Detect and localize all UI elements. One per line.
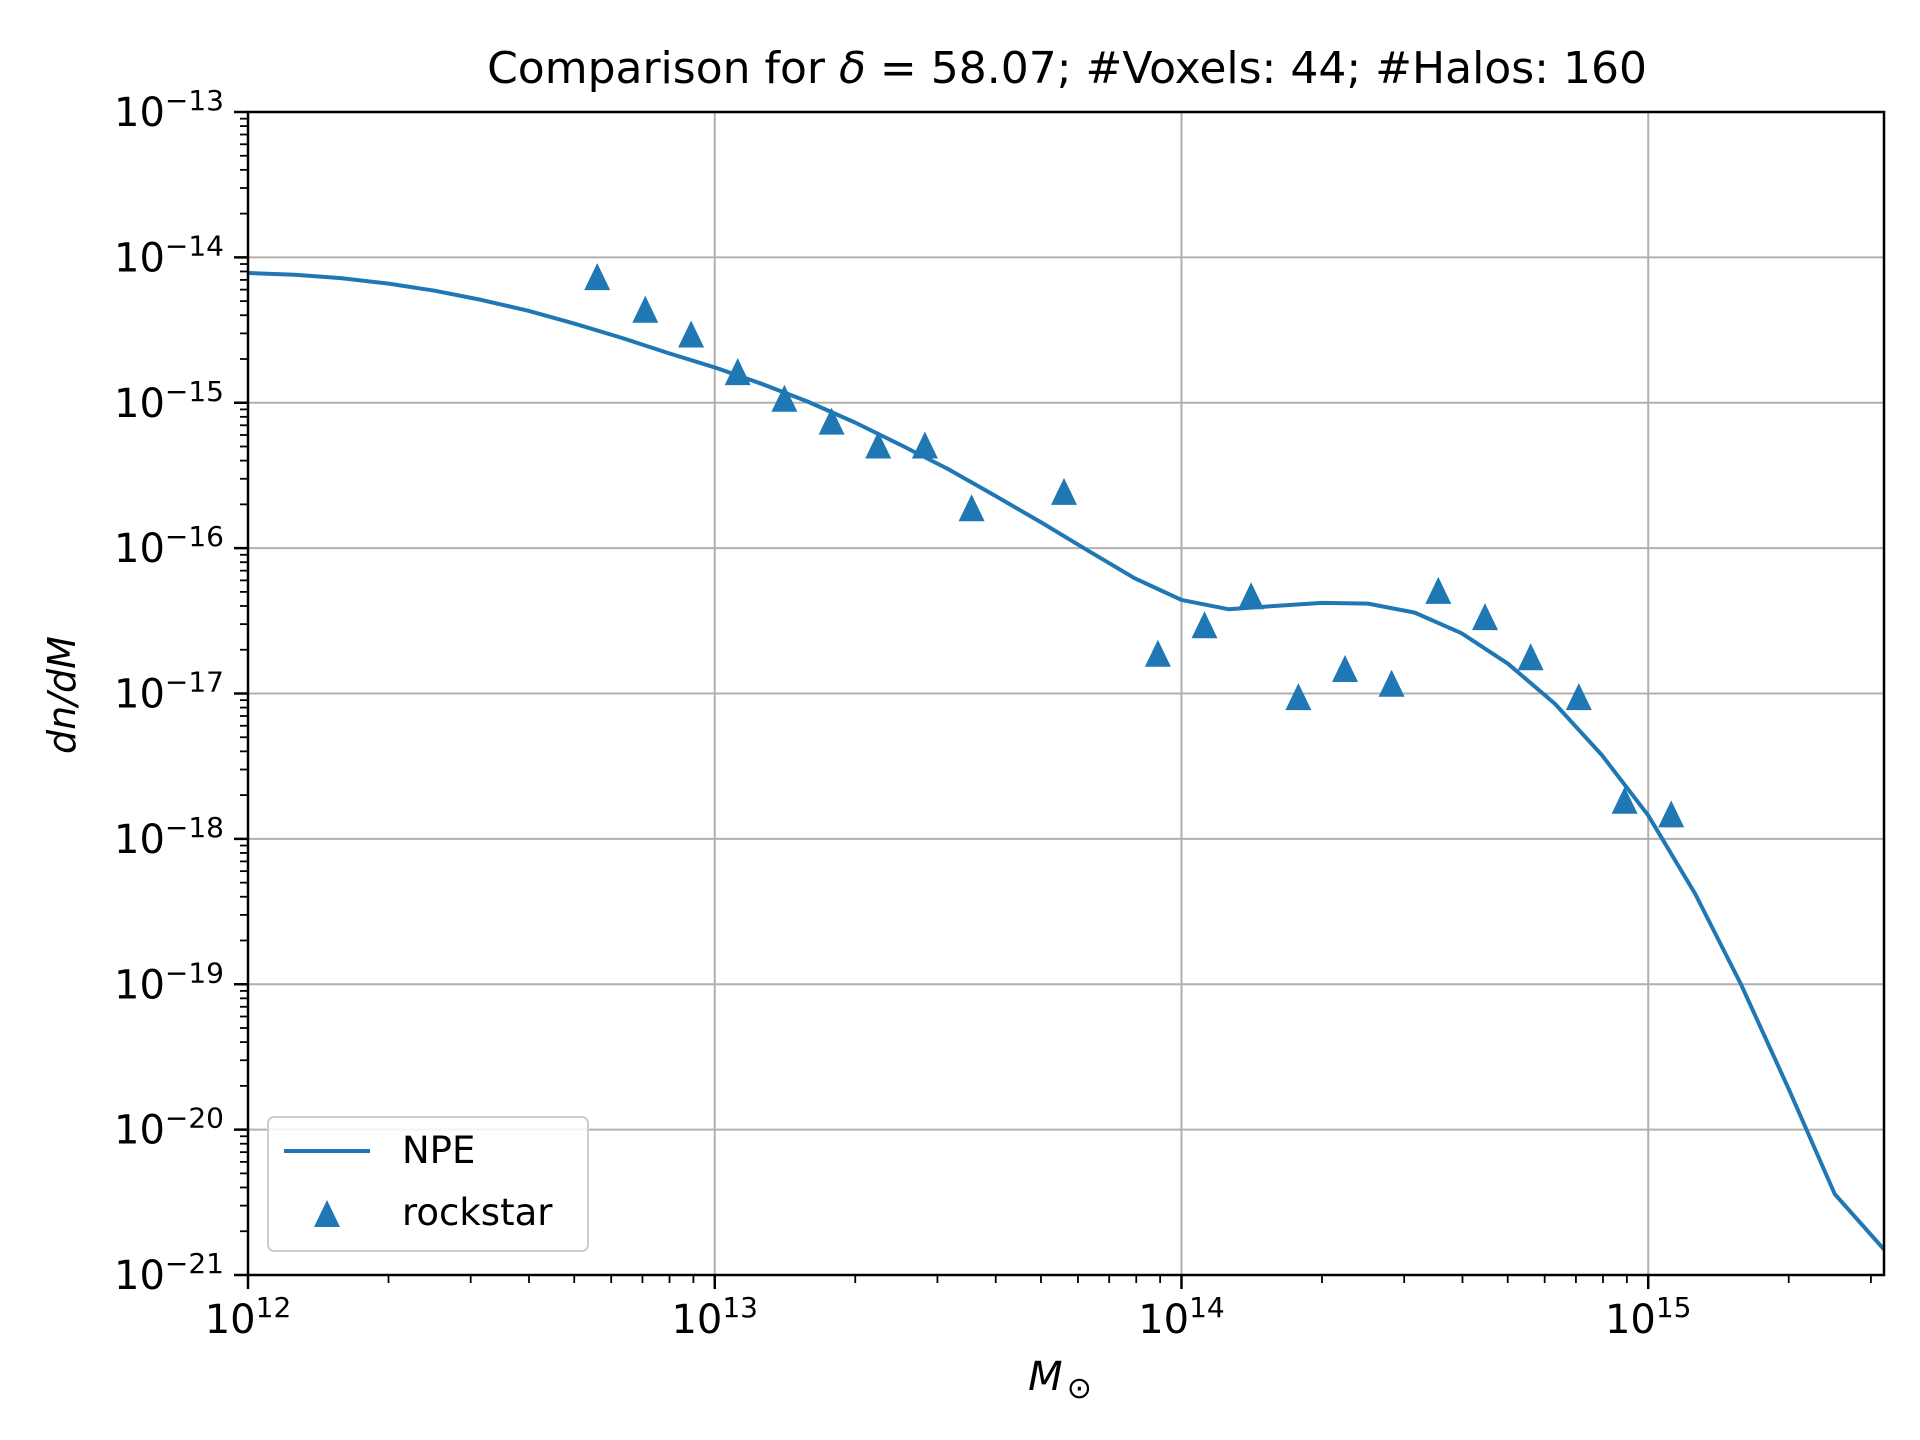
y-tick-label: 10−18 [114, 811, 224, 863]
y-tick-label: 10−17 [114, 666, 224, 718]
rockstar-marker [1472, 603, 1498, 631]
rockstar-marker [1565, 683, 1592, 711]
rockstar-marker [1378, 669, 1405, 697]
legend-rockstar-label: rockstar [402, 1191, 553, 1234]
y-tick-label-base: 10 [114, 672, 165, 718]
x-tick-label-base: 10 [1138, 1297, 1189, 1343]
chart-title: Comparison for δ = 58.07; #Voxels: 44; #… [487, 43, 1647, 94]
y-tick-label: 10−19 [114, 956, 224, 1008]
y-tick-label: 10−14 [114, 229, 224, 281]
legend: NPE rockstar [267, 1116, 589, 1252]
y-tick-label-base: 10 [114, 1253, 165, 1299]
x-tick-label-exponent: 12 [256, 1291, 292, 1324]
rockstar-marker [865, 431, 892, 459]
npe-line [248, 271, 1884, 1251]
y-tick-label-exponent: −19 [165, 956, 224, 989]
rockstar-marker [724, 358, 751, 386]
y-tick-label-exponent: −15 [165, 375, 224, 408]
x-tick-label-base: 10 [671, 1297, 722, 1343]
rockstar-marker [678, 320, 705, 348]
series-layer [248, 263, 1884, 1251]
axes: 1012 1013 1014 101510−1310−1410−1510−1610−1… [114, 84, 1886, 1343]
plot-clipped-group [248, 271, 1884, 1251]
x-tick-label-exponent: 15 [1656, 1291, 1692, 1324]
y-tick-label-base: 10 [114, 817, 165, 863]
y-tick-label-exponent: −16 [165, 520, 224, 553]
y-axis-label: dn/dM [40, 636, 84, 754]
y-tick-label-base: 10 [114, 526, 165, 572]
rockstar-marker [1191, 611, 1218, 639]
y-tick-label-exponent: −20 [165, 1102, 224, 1135]
y-tick-label: 10−15 [114, 375, 224, 427]
x-tick-label-base: 10 [1605, 1297, 1656, 1343]
grid-lines [247, 111, 1884, 1276]
rockstar-marker [958, 494, 985, 522]
rockstar-marker [1517, 643, 1544, 671]
y-tick-label-base: 10 [114, 235, 165, 281]
y-tick-label-base: 10 [114, 1108, 165, 1154]
legend-rockstar-marker [314, 1200, 340, 1227]
y-tick-label: 10−21 [114, 1247, 224, 1299]
rockstar-marker [1051, 477, 1077, 505]
y-tick-label-exponent: −17 [165, 666, 224, 699]
y-tick-label: 10−20 [114, 1102, 224, 1154]
rockstar-marker [1611, 786, 1638, 814]
y-tick-label-base: 10 [114, 90, 165, 136]
y-tick-label-exponent: −18 [165, 811, 224, 844]
rockstar-marker [818, 407, 845, 435]
legend-npe-label: NPE [402, 1129, 475, 1172]
x-tick-label: 1014 [1138, 1291, 1225, 1343]
y-tick-label-exponent: −14 [165, 229, 224, 262]
x-tick-label: 1012 [205, 1291, 292, 1343]
y-tick-label-exponent: −21 [165, 1247, 224, 1280]
x-tick-label-base: 10 [205, 1297, 256, 1343]
rockstar-marker [771, 384, 798, 412]
x-tick-label-exponent: 13 [722, 1291, 758, 1324]
x-axis-label: M ⊙ [1028, 1354, 1092, 1406]
y-tick-label: 10−16 [114, 520, 224, 572]
rockstar-marker [1658, 800, 1685, 828]
rockstar-marker [1332, 655, 1358, 682]
x-tick-label: 1015 [1605, 1291, 1692, 1343]
y-tick-label-base: 10 [114, 962, 165, 1008]
rockstar-marker [911, 431, 938, 459]
y-tick-label-exponent: −13 [165, 84, 224, 117]
y-tick-label: 10−13 [114, 84, 224, 136]
rockstar-marker [1285, 683, 1312, 711]
rockstar-marker [1425, 576, 1452, 604]
x-tick-label-exponent: 14 [1189, 1291, 1225, 1324]
rockstar-marker [1238, 582, 1265, 610]
rockstar-marker [1144, 639, 1171, 667]
x-tick-label: 1013 [671, 1291, 758, 1343]
y-tick-label-base: 10 [114, 381, 165, 427]
rockstar-marker [632, 295, 659, 323]
rockstar-marker [584, 263, 611, 291]
